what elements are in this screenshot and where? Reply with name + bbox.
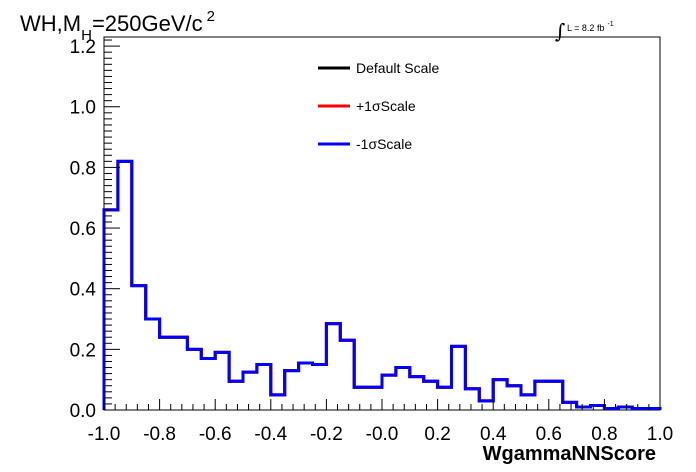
legend-label-2: -1σScale [356, 136, 412, 152]
y-tick-label: 0.0 [70, 401, 96, 422]
chart-title: WH,MH=250GeV/c 2 [20, 8, 215, 44]
x-tick-label: -1.0 [88, 424, 121, 445]
legend-label-0: Default Scale [356, 60, 439, 76]
x-tick-label: 0.2 [424, 424, 450, 445]
x-axis-label: WgammaNNScore [483, 443, 656, 465]
y-tick-label: 0.4 [70, 280, 97, 301]
legend: Default Scale +1σScale -1σScale [318, 60, 439, 152]
y-tick-label: 1.2 [70, 37, 96, 58]
y-tick-label: 0.6 [70, 219, 96, 240]
legend-label-1: +1σScale [356, 98, 416, 114]
series-line-2 [102, 159, 662, 410]
y-tick-label: 1.0 [70, 98, 96, 119]
x-tick-label: -0.2 [310, 424, 343, 445]
x-tick-label: 0.8 [591, 424, 617, 445]
x-tick-label: -0.4 [254, 424, 287, 445]
x-tick-label: 0.4 [480, 424, 507, 445]
integral-symbol: ∫ [555, 19, 565, 43]
y-tick-label: 0.8 [70, 158, 96, 179]
series-line-0 [102, 159, 662, 410]
x-tick-label: 1.0 [647, 424, 673, 445]
luminosity-label: L = 8.2 fb -1 [567, 21, 614, 33]
x-tick-label: 0.6 [536, 424, 562, 445]
x-tick-label: -0.0 [366, 424, 399, 445]
plot-frame [103, 36, 661, 411]
series-line-1 [102, 159, 662, 410]
x-tick-label: -0.8 [143, 424, 176, 445]
y-tick-label: 0.2 [70, 340, 96, 361]
x-tick-label: -0.6 [199, 424, 232, 445]
